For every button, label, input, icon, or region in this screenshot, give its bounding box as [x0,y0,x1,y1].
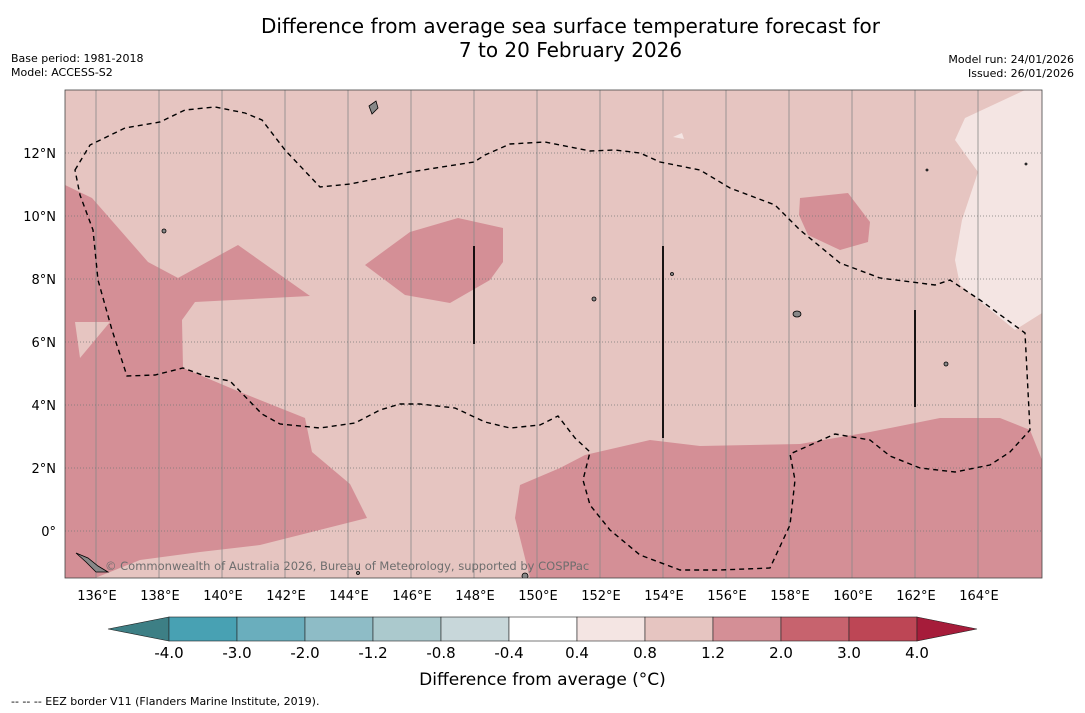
colorbar-title: Difference from average (°C) [419,670,666,690]
colorbar-tick-label: -2.0 [290,644,319,662]
lon-labels: 136°E 138°E 140°E 142°E 144°E 146°E 148°… [77,589,999,604]
colorbar-tick-label: -0.8 [426,644,455,662]
lon-label: 142°E [266,589,306,604]
cooler-inlet [75,322,110,358]
colorbar-cell [848,616,918,642]
colorbar-tick-label: 2.0 [769,644,793,662]
colorbar-tick-label: 0.8 [633,644,657,662]
issued-date: Issued: 26/01/2026 [967,67,1074,80]
warm-region-south [515,418,1042,578]
colorbar-cell [508,616,578,642]
lon-label: 160°E [833,589,873,604]
colorbar-cell [712,616,782,642]
colorbar-tick-label: -0.4 [494,644,523,662]
lon-label: 156°E [707,589,747,604]
lon-label: 146°E [392,589,432,604]
colorbar-cell [304,616,374,642]
lon-label: 154°E [644,589,684,604]
map-title-line1: Difference from average sea surface temp… [260,14,880,38]
colorbar-tick-label: 3.0 [837,644,861,662]
lat-label: 0° [41,525,56,540]
lat-label: 8°N [32,273,57,288]
eez-legend: -- -- -- EEZ border V11 (Flanders Marine… [11,695,320,708]
lat-label: 2°N [32,462,57,477]
eez-straight-lines [473,246,916,438]
colorbar-extend-high [916,616,978,642]
cool-spot [673,133,684,139]
colorbar-ticks: -4.0 -3.0 -2.0 -1.2 -0.8 -0.4 0.4 0.8 1.2 2.0 3.0 4… [154,644,929,662]
colorbar-cell [236,616,306,642]
lat-labels: 12°N 10°N 8°N 6°N 4°N 2°N 0° [23,147,56,540]
map-area: © Commonwealth of Australia 2026, Bureau… [65,90,1042,578]
colorbar-extend-low [107,616,170,642]
colorbar: -4.0 -3.0 -2.0 -1.2 -0.8 -0.4 0.4 0.8 1.2 2.0 3.0 4… [107,616,978,662]
base-period: Base period: 1981-2018 [11,52,144,65]
colorbar-cell [576,616,646,642]
colorbar-cell [780,616,850,642]
colorbar-cell [372,616,442,642]
graticule [95,90,979,578]
model-run: Model run: 24/01/2026 [948,53,1074,66]
lon-label: 164°E [959,589,999,604]
lat-label: 6°N [32,336,57,351]
colorbar-tick-label: 4.0 [905,644,929,662]
colorbar-cells [168,616,918,642]
colorbar-tick-label: 1.2 [701,644,725,662]
warm-blob-central [365,218,503,303]
lon-label: 150°E [518,589,558,604]
lon-label: 162°E [896,589,936,604]
lat-label: 10°N [23,210,56,225]
cool-region-northeast [955,90,1042,330]
colorbar-tick-label: 0.4 [565,644,589,662]
lon-label: 148°E [455,589,495,604]
lat-label: 4°N [32,399,57,414]
lon-label: 144°E [329,589,369,604]
lon-label: 138°E [140,589,180,604]
islands [75,100,1028,578]
colorbar-tick-label: -3.0 [222,644,251,662]
copyright-credit: © Commonwealth of Australia 2026, Bureau… [105,559,589,573]
map-title-line2: 7 to 20 February 2026 [458,38,683,62]
colorbar-cell [440,616,510,642]
warm-region-west [65,185,367,578]
latitude-lines [65,152,1042,532]
lon-label: 152°E [581,589,621,604]
colorbar-cell [644,616,714,642]
lat-label: 12°N [23,147,56,162]
colorbar-tick-label: -4.0 [154,644,183,662]
model-name: Model: ACCESS-S2 [11,66,113,79]
map-frame [64,89,1043,579]
lon-label: 136°E [77,589,117,604]
colorbar-cell [168,616,238,642]
colorbar-tick-label: -1.2 [358,644,387,662]
lon-label: 140°E [203,589,243,604]
lon-label: 158°E [770,589,810,604]
